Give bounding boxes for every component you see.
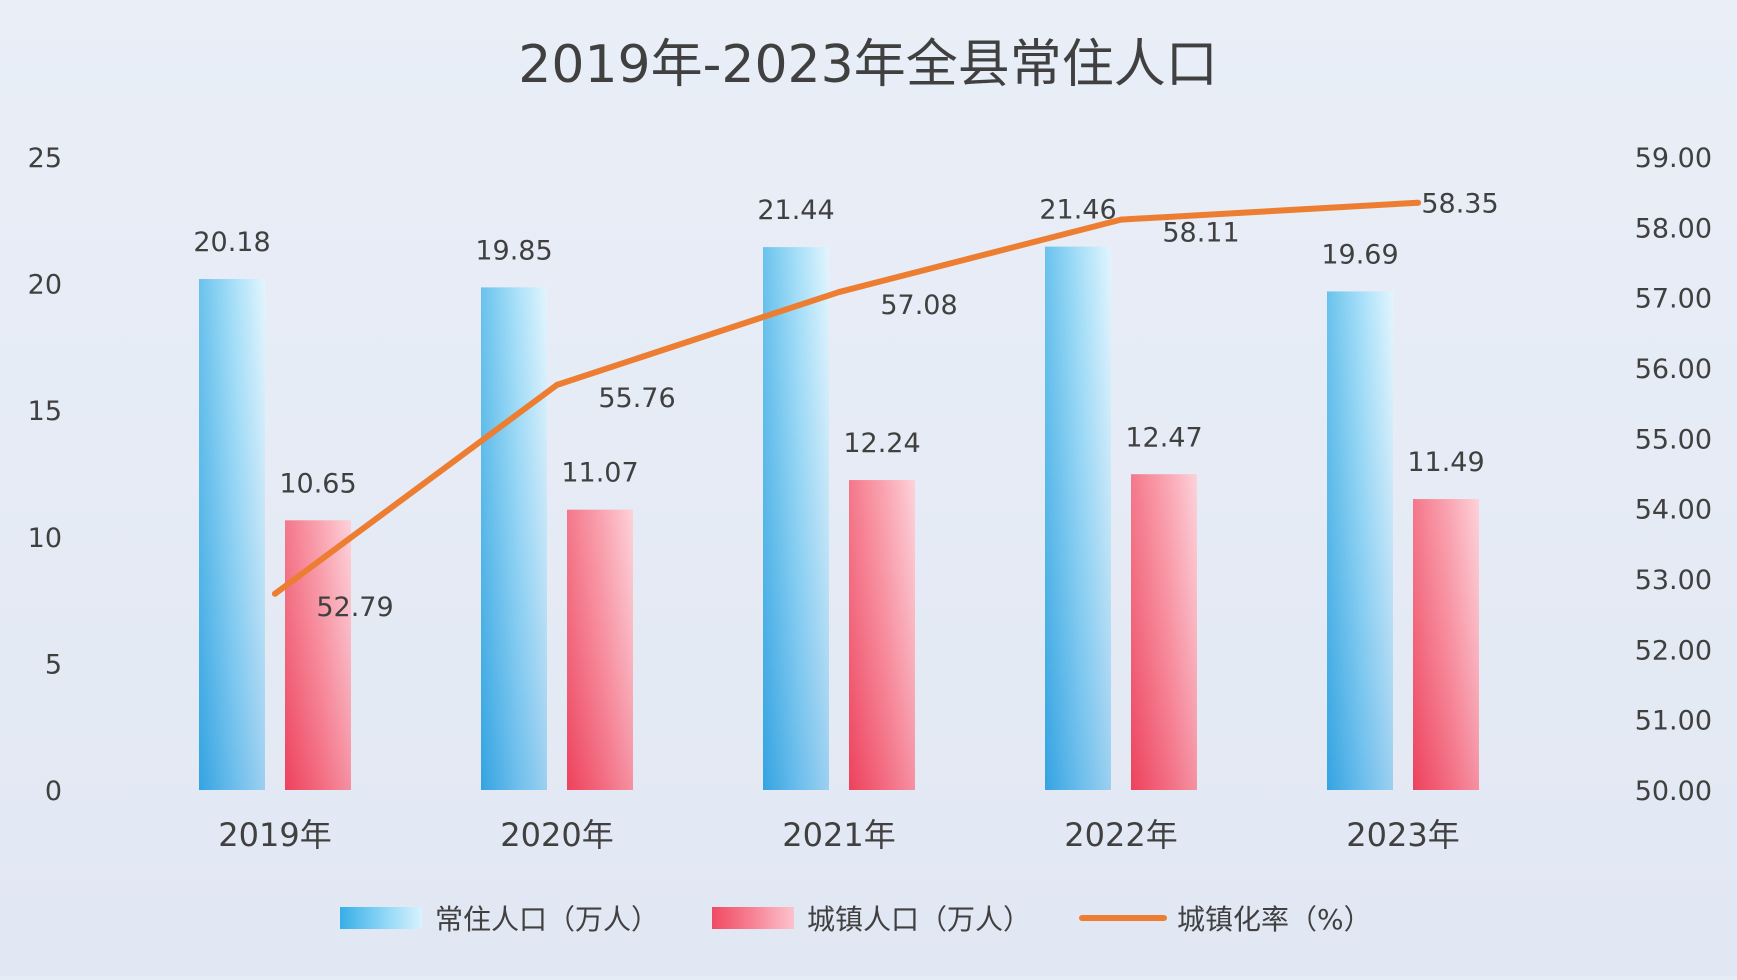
data-label: 12.47: [1125, 422, 1202, 453]
right-tick-label: 51.00: [1635, 706, 1712, 737]
right-tick-label: 58.00: [1635, 213, 1712, 244]
data-label: 19.85: [475, 235, 552, 266]
category-label: 2021年: [782, 816, 895, 854]
data-label: 20.18: [193, 227, 270, 258]
legend: 常住人口（万人） 城镇人口（万人） 城镇化率（%）: [340, 903, 1372, 936]
line-data-label: 55.76: [598, 383, 675, 414]
data-label: 12.24: [843, 428, 920, 459]
data-label: 21.44: [757, 195, 834, 226]
line-data-label: 58.11: [1162, 218, 1239, 249]
right-tick-label: 56.00: [1635, 354, 1712, 385]
line-point: [1118, 216, 1124, 223]
left-tick-label: 15: [28, 396, 62, 427]
line-data-label: 57.08: [880, 290, 957, 321]
right-tick-label: 54.00: [1635, 495, 1712, 526]
bar-shading: [199, 279, 265, 790]
bar-shading: [1131, 474, 1197, 790]
left-tick-label: 5: [45, 649, 62, 680]
data-label: 10.65: [279, 468, 356, 499]
line-point: [1415, 199, 1421, 206]
bar-shading: [849, 480, 915, 790]
category-label: 2020年: [500, 816, 613, 854]
data-label: 21.46: [1039, 195, 1116, 226]
bar-shading: [481, 287, 547, 790]
category-label: 2023年: [1346, 816, 1459, 854]
legend-label: 常住人口（万人）: [435, 903, 659, 936]
bar-shading: [1327, 291, 1393, 790]
left-tick-label: 0: [45, 776, 62, 807]
category-labels: 2019年 2020年 2021年 2022年 2023年: [218, 816, 1459, 854]
bar-shading: [1413, 499, 1479, 790]
bar-shading: [567, 509, 633, 790]
right-tick-label: 57.00: [1635, 284, 1712, 315]
right-tick-label: 53.00: [1635, 565, 1712, 596]
data-label: 11.07: [561, 458, 638, 489]
line-point: [836, 289, 842, 296]
right-tick-label: 55.00: [1635, 424, 1712, 455]
right-tick-label: 50.00: [1635, 776, 1712, 807]
left-axis-ticks: 0 5 10 15 20 25: [28, 143, 62, 807]
left-tick-label: 10: [28, 523, 62, 554]
left-tick-label: 20: [28, 270, 62, 301]
line-point: [272, 590, 278, 597]
right-tick-label: 52.00: [1635, 635, 1712, 666]
category-label: 2022年: [1064, 816, 1177, 854]
line-series: [272, 199, 1421, 597]
bar-shading: [763, 247, 829, 790]
right-tick-label: 59.00: [1635, 143, 1712, 174]
data-label: 11.49: [1407, 447, 1484, 478]
line-data-label: 52.79: [316, 592, 393, 623]
left-tick-label: 25: [28, 143, 62, 174]
bars: [199, 246, 1479, 790]
category-label: 2019年: [218, 816, 331, 854]
legend-swatch: [712, 907, 794, 929]
chart-title: 2019年-2023年全县常住人口: [518, 35, 1217, 95]
line-data-label: 58.35: [1421, 189, 1498, 220]
legend-label: 城镇化率（%）: [1177, 903, 1372, 936]
data-labels: 20.18 19.85 21.44 21.46 19.69 10.65 11.07 12.24…: [193, 189, 1498, 623]
data-label: 19.69: [1321, 239, 1398, 270]
bar-shading: [1045, 246, 1111, 790]
legend-swatch: [340, 907, 422, 929]
line-point: [554, 381, 560, 388]
legend-label: 城镇人口（万人）: [807, 903, 1031, 936]
right-axis-ticks: 50.00 51.00 52.00 53.00 54.00 55.00 56.00 57.00…: [1635, 143, 1712, 807]
